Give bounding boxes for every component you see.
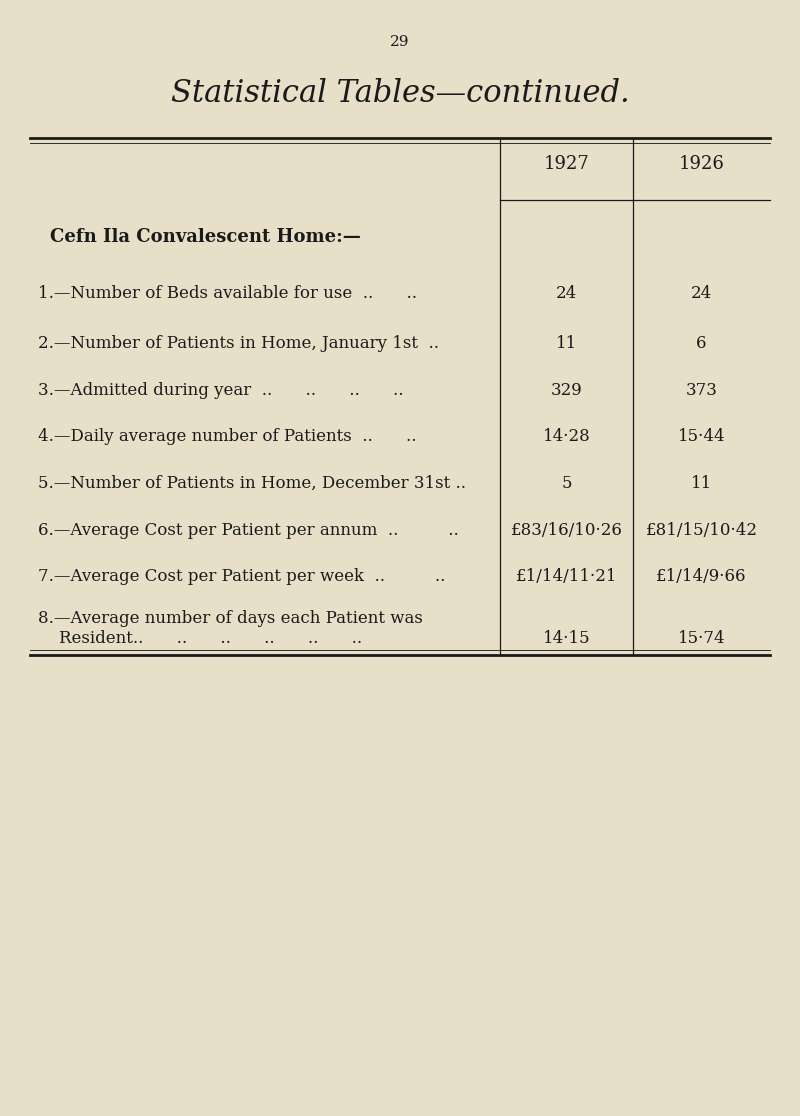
Text: £1/14/11·21: £1/14/11·21 — [516, 568, 618, 585]
Text: 6.—Average Cost per Patient per annum  ..   ..: 6.—Average Cost per Patient per annum ..… — [38, 522, 458, 539]
Text: Resident..  ..  ..  ..  ..  ..: Resident.. .. .. .. .. .. — [38, 631, 362, 647]
Text: 5: 5 — [562, 475, 572, 492]
Text: Statistical Tables—continued.: Statistical Tables—continued. — [170, 78, 630, 109]
Text: £81/15/10·42: £81/15/10·42 — [646, 522, 758, 539]
Text: Cefn Ila Convalescent Home:—: Cefn Ila Convalescent Home:— — [50, 228, 361, 246]
Text: 7.—Average Cost per Patient per week  ..   ..: 7.—Average Cost per Patient per week .. … — [38, 568, 446, 585]
Text: 15·74: 15·74 — [678, 631, 726, 647]
Text: 3.—Admitted during year  ..  ..  ..  ..: 3.—Admitted during year .. .. .. .. — [38, 382, 403, 400]
Text: 14·28: 14·28 — [542, 429, 590, 445]
Text: £83/16/10·26: £83/16/10·26 — [510, 522, 622, 539]
Text: 6: 6 — [696, 335, 706, 352]
Text: 14·15: 14·15 — [542, 631, 590, 647]
Text: 29: 29 — [390, 35, 410, 49]
Text: 24: 24 — [691, 285, 712, 302]
Text: 1.—Number of Beds available for use  ..  ..: 1.—Number of Beds available for use .. .… — [38, 285, 417, 302]
Text: 5.—Number of Patients in Home, December 31st ..: 5.—Number of Patients in Home, December … — [38, 475, 466, 492]
Text: 2.—Number of Patients in Home, January 1st  ..: 2.—Number of Patients in Home, January 1… — [38, 335, 439, 352]
Text: 329: 329 — [550, 382, 582, 400]
Text: 1927: 1927 — [544, 155, 590, 173]
Text: 24: 24 — [556, 285, 577, 302]
Text: 373: 373 — [686, 382, 718, 400]
Text: 8.—Average number of days each Patient was: 8.—Average number of days each Patient w… — [38, 610, 423, 627]
Text: 11: 11 — [556, 335, 577, 352]
Text: 4.—Daily average number of Patients  ..  ..: 4.—Daily average number of Patients .. .… — [38, 429, 417, 445]
Text: 1926: 1926 — [678, 155, 725, 173]
Text: £1/14/9·66: £1/14/9·66 — [656, 568, 746, 585]
Text: 15·44: 15·44 — [678, 429, 726, 445]
Text: 11: 11 — [691, 475, 712, 492]
